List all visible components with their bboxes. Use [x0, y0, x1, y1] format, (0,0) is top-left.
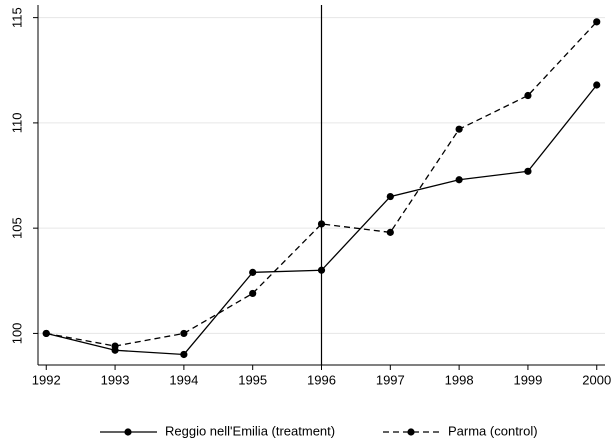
y-tick-label: 100 [9, 323, 24, 345]
legend-marker [407, 428, 415, 436]
x-tick-label: 1994 [169, 372, 198, 387]
data-point [111, 342, 119, 350]
data-point [42, 329, 50, 338]
x-tick-label: 1998 [445, 372, 474, 387]
x-tick-label: 1996 [307, 372, 336, 387]
data-point [455, 125, 463, 133]
x-tick-label: 1992 [32, 372, 61, 387]
data-point [180, 350, 188, 359]
x-tick-label: 1993 [101, 372, 130, 387]
data-point [386, 192, 394, 201]
legend-label: Parma (control) [448, 423, 538, 438]
x-tick-label: 2000 [582, 372, 611, 387]
data-point [524, 91, 532, 100]
data-point [593, 18, 601, 26]
series-line [46, 21, 598, 347]
data-point [386, 228, 394, 236]
legend-label: Reggio nell'Emilia (treatment) [165, 423, 335, 438]
x-tick-label: 1995 [238, 372, 267, 387]
data-point [249, 289, 257, 298]
data-point [524, 167, 532, 175]
data-point [455, 176, 463, 184]
data-point [180, 329, 188, 338]
data-point [317, 220, 326, 228]
y-tick-label: 105 [9, 217, 24, 239]
y-tick-label: 110 [9, 113, 24, 134]
legend-marker [124, 428, 132, 436]
data-point [249, 268, 257, 276]
y-tick-label: 115 [9, 7, 24, 28]
data-point [317, 266, 326, 274]
x-tick-label: 1997 [376, 372, 405, 387]
x-tick-label: 1999 [513, 372, 542, 387]
data-point [593, 81, 601, 89]
